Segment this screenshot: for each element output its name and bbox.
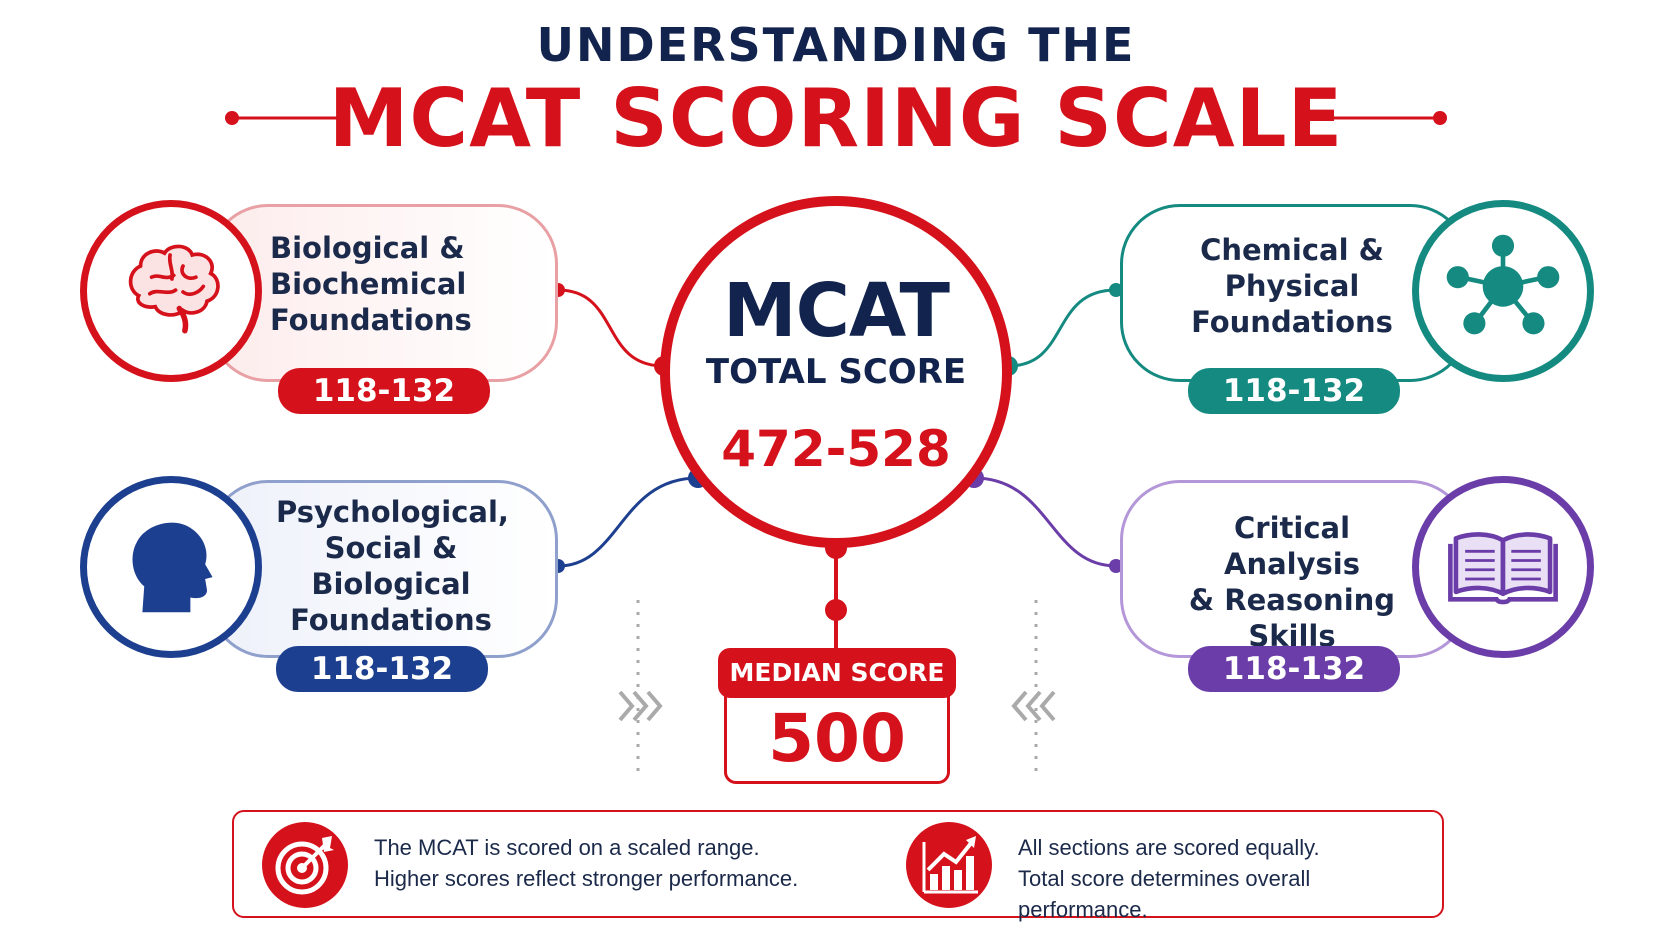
book-icon-circle	[1412, 476, 1594, 658]
book-icon	[1448, 532, 1558, 605]
connector-psychological	[557, 476, 699, 568]
molecule-icon	[1446, 234, 1560, 335]
section-range-psychological: 118-132	[276, 646, 488, 692]
total-score-circle	[660, 196, 1012, 548]
section-label-chemical: Chemical & Physical Foundations	[1191, 233, 1393, 339]
title-right-rule	[1322, 111, 1447, 125]
median-connector	[825, 537, 847, 652]
note-1-line-1: The MCAT is scored on a scaled range.	[374, 835, 760, 860]
section-label-biological: Biological & Biochemical Foundations	[270, 231, 472, 337]
section-card-psychological	[208, 480, 558, 658]
median-score-label: MEDIAN SCORE	[718, 648, 956, 698]
median-score-value: 500	[768, 700, 906, 777]
total-score-range: 472-528	[721, 420, 951, 478]
title-line-2: MCAT SCORING SCALE	[328, 72, 1344, 165]
head-profile-icon	[132, 522, 213, 613]
section-range-chemical: 118-132	[1188, 368, 1400, 414]
growth-chart-icon	[906, 822, 992, 908]
section-label-critical: Critical Analysis & Reasoning Skills	[1188, 511, 1396, 653]
note-2-line-2: Total score determines overall performan…	[1018, 866, 1311, 922]
section-card-critical	[1120, 480, 1470, 658]
note-2-line-1: All sections are scored equally.	[1018, 835, 1320, 860]
brain-icon	[128, 244, 220, 334]
chevrons-right-icon	[618, 690, 663, 722]
center-mcat-label: MCAT	[723, 268, 950, 354]
target-icon	[262, 822, 348, 908]
section-range-critical: 118-132	[1188, 646, 1400, 692]
brain-icon-circle	[80, 200, 262, 382]
head-icon-circle	[80, 476, 262, 658]
title-left-rule	[225, 111, 350, 125]
notes-box	[232, 810, 1444, 918]
chevrons-left-icon	[1011, 690, 1056, 722]
section-range-biological: 118-132	[278, 368, 490, 414]
section-label-psychological: Psychological, Social & Biological Found…	[276, 495, 509, 637]
connector-biological	[557, 288, 665, 368]
title-line-1: UNDERSTANDING THE	[536, 18, 1136, 72]
connector-critical	[973, 476, 1117, 568]
note-1-line-2: Higher scores reflect stronger performan…	[374, 866, 799, 891]
molecule-icon-circle	[1412, 200, 1594, 382]
total-score-label: TOTAL SCORE	[705, 352, 967, 392]
connector-chemical	[1007, 288, 1117, 368]
